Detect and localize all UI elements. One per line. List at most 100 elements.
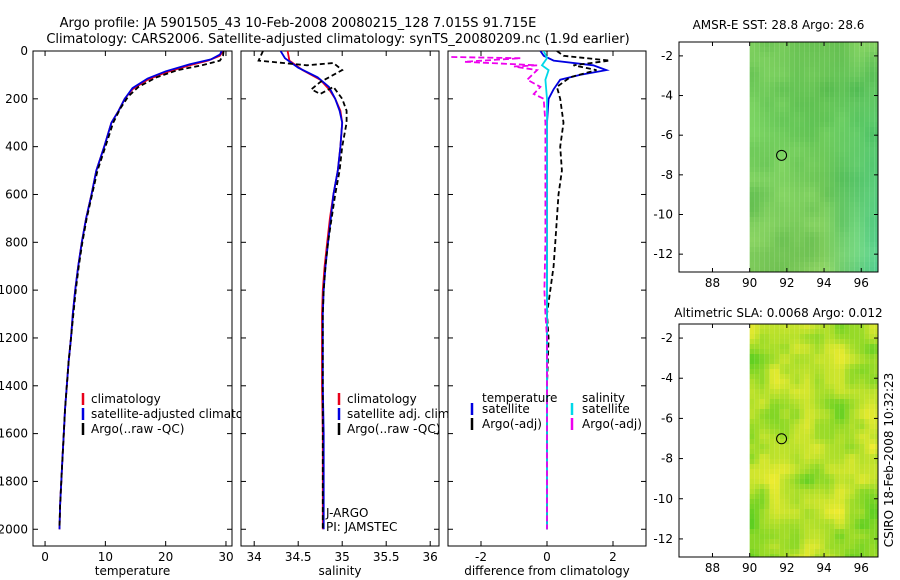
heatmap-cell bbox=[814, 329, 820, 334]
heatmap-cell bbox=[749, 524, 755, 529]
heatmap-cell bbox=[819, 112, 825, 117]
heatmap-cell bbox=[764, 399, 770, 404]
heatmap-cell bbox=[754, 157, 760, 162]
heatmap-cell bbox=[804, 509, 810, 514]
heatmap-cell bbox=[824, 434, 830, 439]
heatmap-cell bbox=[874, 217, 878, 222]
heatmap-cell bbox=[774, 384, 780, 389]
heatmap-cell bbox=[759, 474, 765, 479]
heatmap-cell bbox=[784, 57, 790, 62]
heatmap-cell bbox=[844, 72, 850, 77]
heatmap-cell bbox=[779, 172, 785, 177]
heatmap-cell bbox=[864, 484, 870, 489]
heatmap-cell bbox=[814, 514, 820, 519]
series-line-temperature-2 bbox=[58, 51, 225, 527]
heatmap-cell bbox=[859, 187, 865, 192]
heatmap-cell bbox=[749, 324, 755, 329]
heatmap-cell bbox=[874, 399, 878, 404]
heatmap-cell bbox=[849, 399, 855, 404]
heatmap-cell bbox=[779, 494, 785, 499]
heatmap-cell bbox=[749, 182, 755, 187]
heatmap-cell bbox=[874, 474, 878, 479]
legend-label: climatology bbox=[347, 392, 417, 406]
heatmap-cell bbox=[814, 257, 820, 262]
heatmap-cell bbox=[794, 419, 800, 424]
heatmap-cell bbox=[794, 267, 800, 272]
heatmap-cell bbox=[854, 549, 860, 554]
heatmap-cell bbox=[759, 419, 765, 424]
heatmap-cell bbox=[854, 374, 860, 379]
heatmap-cell bbox=[844, 409, 850, 414]
heatmap-cell bbox=[834, 544, 840, 549]
heatmap-cell bbox=[779, 92, 785, 97]
heatmap-cell bbox=[859, 414, 865, 419]
heatmap-cell bbox=[759, 524, 765, 529]
heatmap-cell bbox=[789, 519, 795, 524]
heatmap-cell bbox=[774, 499, 780, 504]
heatmap-cell bbox=[854, 252, 860, 257]
heatmap-cell bbox=[819, 42, 825, 47]
heatmap-cell bbox=[774, 132, 780, 137]
heatmap-cell bbox=[839, 414, 845, 419]
heatmap-cell bbox=[754, 369, 760, 374]
heatmap-cell bbox=[764, 544, 770, 549]
heatmap-cell bbox=[859, 207, 865, 212]
heatmap-cell bbox=[749, 57, 755, 62]
heatmap-cell bbox=[819, 57, 825, 62]
heatmap-cell bbox=[864, 474, 870, 479]
heatmap-cell bbox=[874, 444, 878, 449]
heatmap-cell bbox=[809, 364, 815, 369]
heatmap-cell bbox=[809, 222, 815, 227]
heatmap-cell bbox=[869, 197, 875, 202]
heatmap-cell bbox=[869, 424, 875, 429]
heatmap-cell bbox=[864, 107, 870, 112]
heatmap-cell bbox=[839, 67, 845, 72]
heatmap-cell bbox=[849, 187, 855, 192]
heatmap-cell bbox=[819, 247, 825, 252]
heatmap-cell bbox=[769, 339, 775, 344]
heatmap-cell bbox=[864, 117, 870, 122]
heatmap-cell bbox=[829, 182, 835, 187]
heatmap-cell bbox=[799, 329, 805, 334]
heatmap-cell bbox=[789, 152, 795, 157]
heatmap-cell bbox=[874, 379, 878, 384]
heatmap-cell bbox=[824, 202, 830, 207]
heatmap-cell bbox=[764, 454, 770, 459]
heatmap-cell bbox=[754, 67, 760, 72]
heatmap-cell bbox=[769, 439, 775, 444]
heatmap-cell bbox=[854, 479, 860, 484]
heatmap-cell bbox=[809, 72, 815, 77]
heatmap-cell bbox=[834, 344, 840, 349]
heatmap-cell bbox=[804, 47, 810, 52]
heatmap-cell bbox=[834, 192, 840, 197]
heatmap-cell bbox=[834, 534, 840, 539]
heatmap-cell bbox=[849, 227, 855, 232]
heatmap-cell bbox=[769, 72, 775, 77]
heatmap-cell bbox=[874, 509, 878, 514]
heatmap-cell bbox=[864, 449, 870, 454]
heatmap-cell bbox=[804, 192, 810, 197]
heatmap-cell bbox=[849, 132, 855, 137]
heatmap-cell bbox=[804, 207, 810, 212]
heatmap-cell bbox=[794, 202, 800, 207]
heatmap-cell bbox=[789, 529, 795, 534]
heatmap-cell bbox=[789, 464, 795, 469]
heatmap-cell bbox=[819, 192, 825, 197]
heatmap-cell bbox=[824, 359, 830, 364]
heatmap-cell bbox=[794, 459, 800, 464]
heatmap-cell bbox=[794, 339, 800, 344]
heatmap-cell bbox=[839, 247, 845, 252]
heatmap-cell bbox=[839, 464, 845, 469]
heatmap-cell bbox=[749, 137, 755, 142]
heatmap-cell bbox=[834, 489, 840, 494]
heatmap-cell bbox=[849, 257, 855, 262]
heatmap-cell bbox=[799, 424, 805, 429]
heatmap-cell bbox=[834, 404, 840, 409]
heatmap-cell bbox=[824, 414, 830, 419]
heatmap-cell bbox=[799, 534, 805, 539]
heatmap-cell bbox=[814, 389, 820, 394]
heatmap-cell bbox=[749, 117, 755, 122]
heatmap-cell bbox=[789, 62, 795, 67]
heatmap-cell bbox=[784, 519, 790, 524]
heatmap-cell bbox=[794, 72, 800, 77]
